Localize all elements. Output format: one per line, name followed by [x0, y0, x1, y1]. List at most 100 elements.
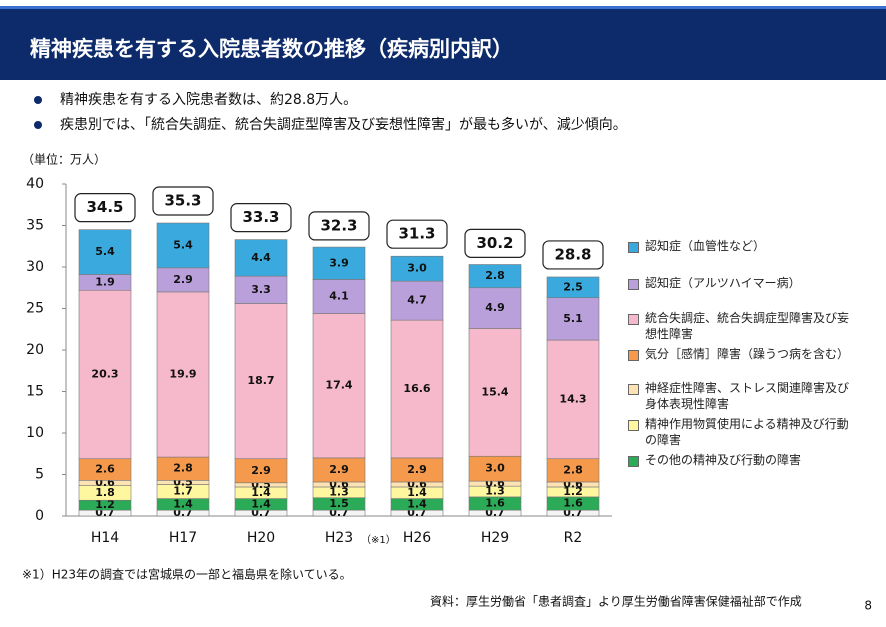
data-label: 5.4 [95, 245, 115, 258]
total-box [152, 186, 214, 216]
bar-segment [78, 289, 132, 460]
x-tick-label: H23 [325, 530, 353, 546]
bar-segment [390, 280, 444, 321]
bar-segment [390, 319, 444, 459]
x-annotation: （※1） [361, 534, 396, 546]
y-tick-label: 40 [26, 176, 44, 192]
data-label: 1.7 [173, 485, 193, 498]
bullet: 精神疾患を有する入院患者数は、約28.8万人。 [60, 92, 357, 108]
legend-label: 精神作用物質使用による精神及び行動の障害 [645, 417, 849, 447]
y-tick-label: 0 [35, 508, 44, 524]
bar-segment [312, 246, 366, 280]
x-tick-label: H20 [247, 530, 275, 546]
header-band [0, 6, 886, 80]
y-tick-label: 20 [26, 342, 44, 358]
data-label: 1.5 [329, 497, 349, 510]
legend-swatch [628, 384, 639, 395]
data-label: 3.0 [407, 262, 427, 275]
data-label: 2.9 [329, 463, 349, 476]
y-tick-label: 30 [26, 259, 44, 275]
bar-segment [390, 255, 444, 282]
data-label: 2.8 [485, 269, 505, 282]
data-label: 1.6 [563, 497, 583, 510]
legend-swatch [628, 350, 639, 361]
data-label: 4.9 [485, 301, 505, 314]
page-number: 8 [864, 599, 872, 613]
bar-segment [156, 267, 210, 293]
unit-label: （単位：万人） [22, 152, 106, 167]
legend-label: その他の精神及び行動の障害 [645, 453, 802, 467]
data-label: 2.8 [173, 462, 193, 475]
legend-swatch [628, 420, 639, 431]
data-label: 1.3 [329, 485, 349, 498]
legend-label: 認知症（血管性など） [645, 239, 766, 253]
bar-segment [468, 328, 522, 457]
data-label: 2.5 [563, 280, 583, 293]
legend-label: 神経症性障害、ストレス関連障害及び身体表現性障害 [645, 381, 850, 411]
bullet: 疾患別では、「統合失調症、統合失調症型障害及び妄想性障害」が最も多いが、減少傾向… [60, 116, 627, 133]
bar-segment [78, 229, 132, 275]
y-tick-label: 5 [35, 467, 44, 483]
data-label: 4.7 [407, 294, 427, 307]
bar-segment [312, 279, 366, 314]
title: 精神疾患を有する入院患者数の推移（疾病別内訳） [30, 37, 513, 61]
x-tick-label: H26 [403, 530, 431, 546]
total-label: 28.8 [554, 245, 591, 263]
data-label: 5.4 [173, 238, 193, 251]
x-tick-label: R2 [564, 530, 583, 546]
bullet-dot [34, 121, 42, 129]
legend-label: 認知症（アルツハイマー病） [645, 276, 801, 290]
data-label: 1.2 [563, 485, 583, 498]
total-label: 31.3 [398, 225, 435, 243]
data-label: 2.9 [251, 464, 271, 477]
legend-swatch [628, 456, 639, 467]
data-label: 15.4 [481, 385, 508, 398]
bar-segment [156, 222, 210, 269]
data-label: 3.0 [485, 462, 505, 475]
header-line [0, 6, 886, 9]
data-label: 1.4 [251, 497, 271, 510]
bar-segment [468, 264, 522, 289]
legend-label: 統合失調症、統合失調症型障害及び妄想性障害 [645, 311, 850, 341]
legend-item: 認知症（血管性など） [628, 238, 868, 254]
total-label: 35.3 [164, 192, 201, 210]
total-label: 33.3 [242, 208, 279, 226]
data-label: 1.6 [485, 497, 505, 510]
bar-segment [468, 455, 522, 482]
data-label: 2.8 [563, 463, 583, 476]
bar-segment [234, 303, 288, 460]
data-label: 4.1 [329, 289, 349, 302]
data-label: 1.3 [485, 485, 505, 498]
total-box [542, 240, 604, 270]
total-box [74, 193, 136, 223]
bar-segment [156, 291, 210, 458]
data-label: 1.8 [95, 486, 115, 499]
data-label: 1.4 [407, 486, 427, 499]
bar-segment [390, 457, 444, 483]
data-label: 1.4 [407, 497, 427, 510]
bar-segment [468, 287, 522, 329]
bar-segment [546, 276, 600, 299]
y-tick-label: 15 [26, 384, 44, 400]
x-tick-label: H17 [169, 530, 197, 546]
total-box [464, 228, 526, 258]
data-label: 19.9 [169, 367, 196, 380]
total-label: 32.3 [320, 216, 357, 234]
legend-item: その他の精神及び行動の障害 [628, 452, 868, 468]
total-box [230, 203, 292, 233]
y-tick-label: 25 [26, 301, 44, 317]
legend-item: 認知症（アルツハイマー病） [628, 275, 868, 291]
legend-label: 気分［感情］障害（躁うつ病を含む） [645, 347, 850, 361]
footnote: ※1）H23年の調査では宮城県の一部と福島県を除いている。 [22, 567, 352, 582]
bar-segment [234, 239, 288, 277]
total-label: 30.2 [476, 234, 513, 252]
data-label: 20.3 [91, 367, 118, 380]
total-box [308, 211, 370, 241]
y-tick-label: 35 [26, 218, 44, 234]
data-label: 2.9 [407, 463, 427, 476]
bar-segment [234, 458, 288, 484]
data-label: 4.4 [251, 251, 271, 264]
data-label: 2.6 [95, 463, 115, 476]
